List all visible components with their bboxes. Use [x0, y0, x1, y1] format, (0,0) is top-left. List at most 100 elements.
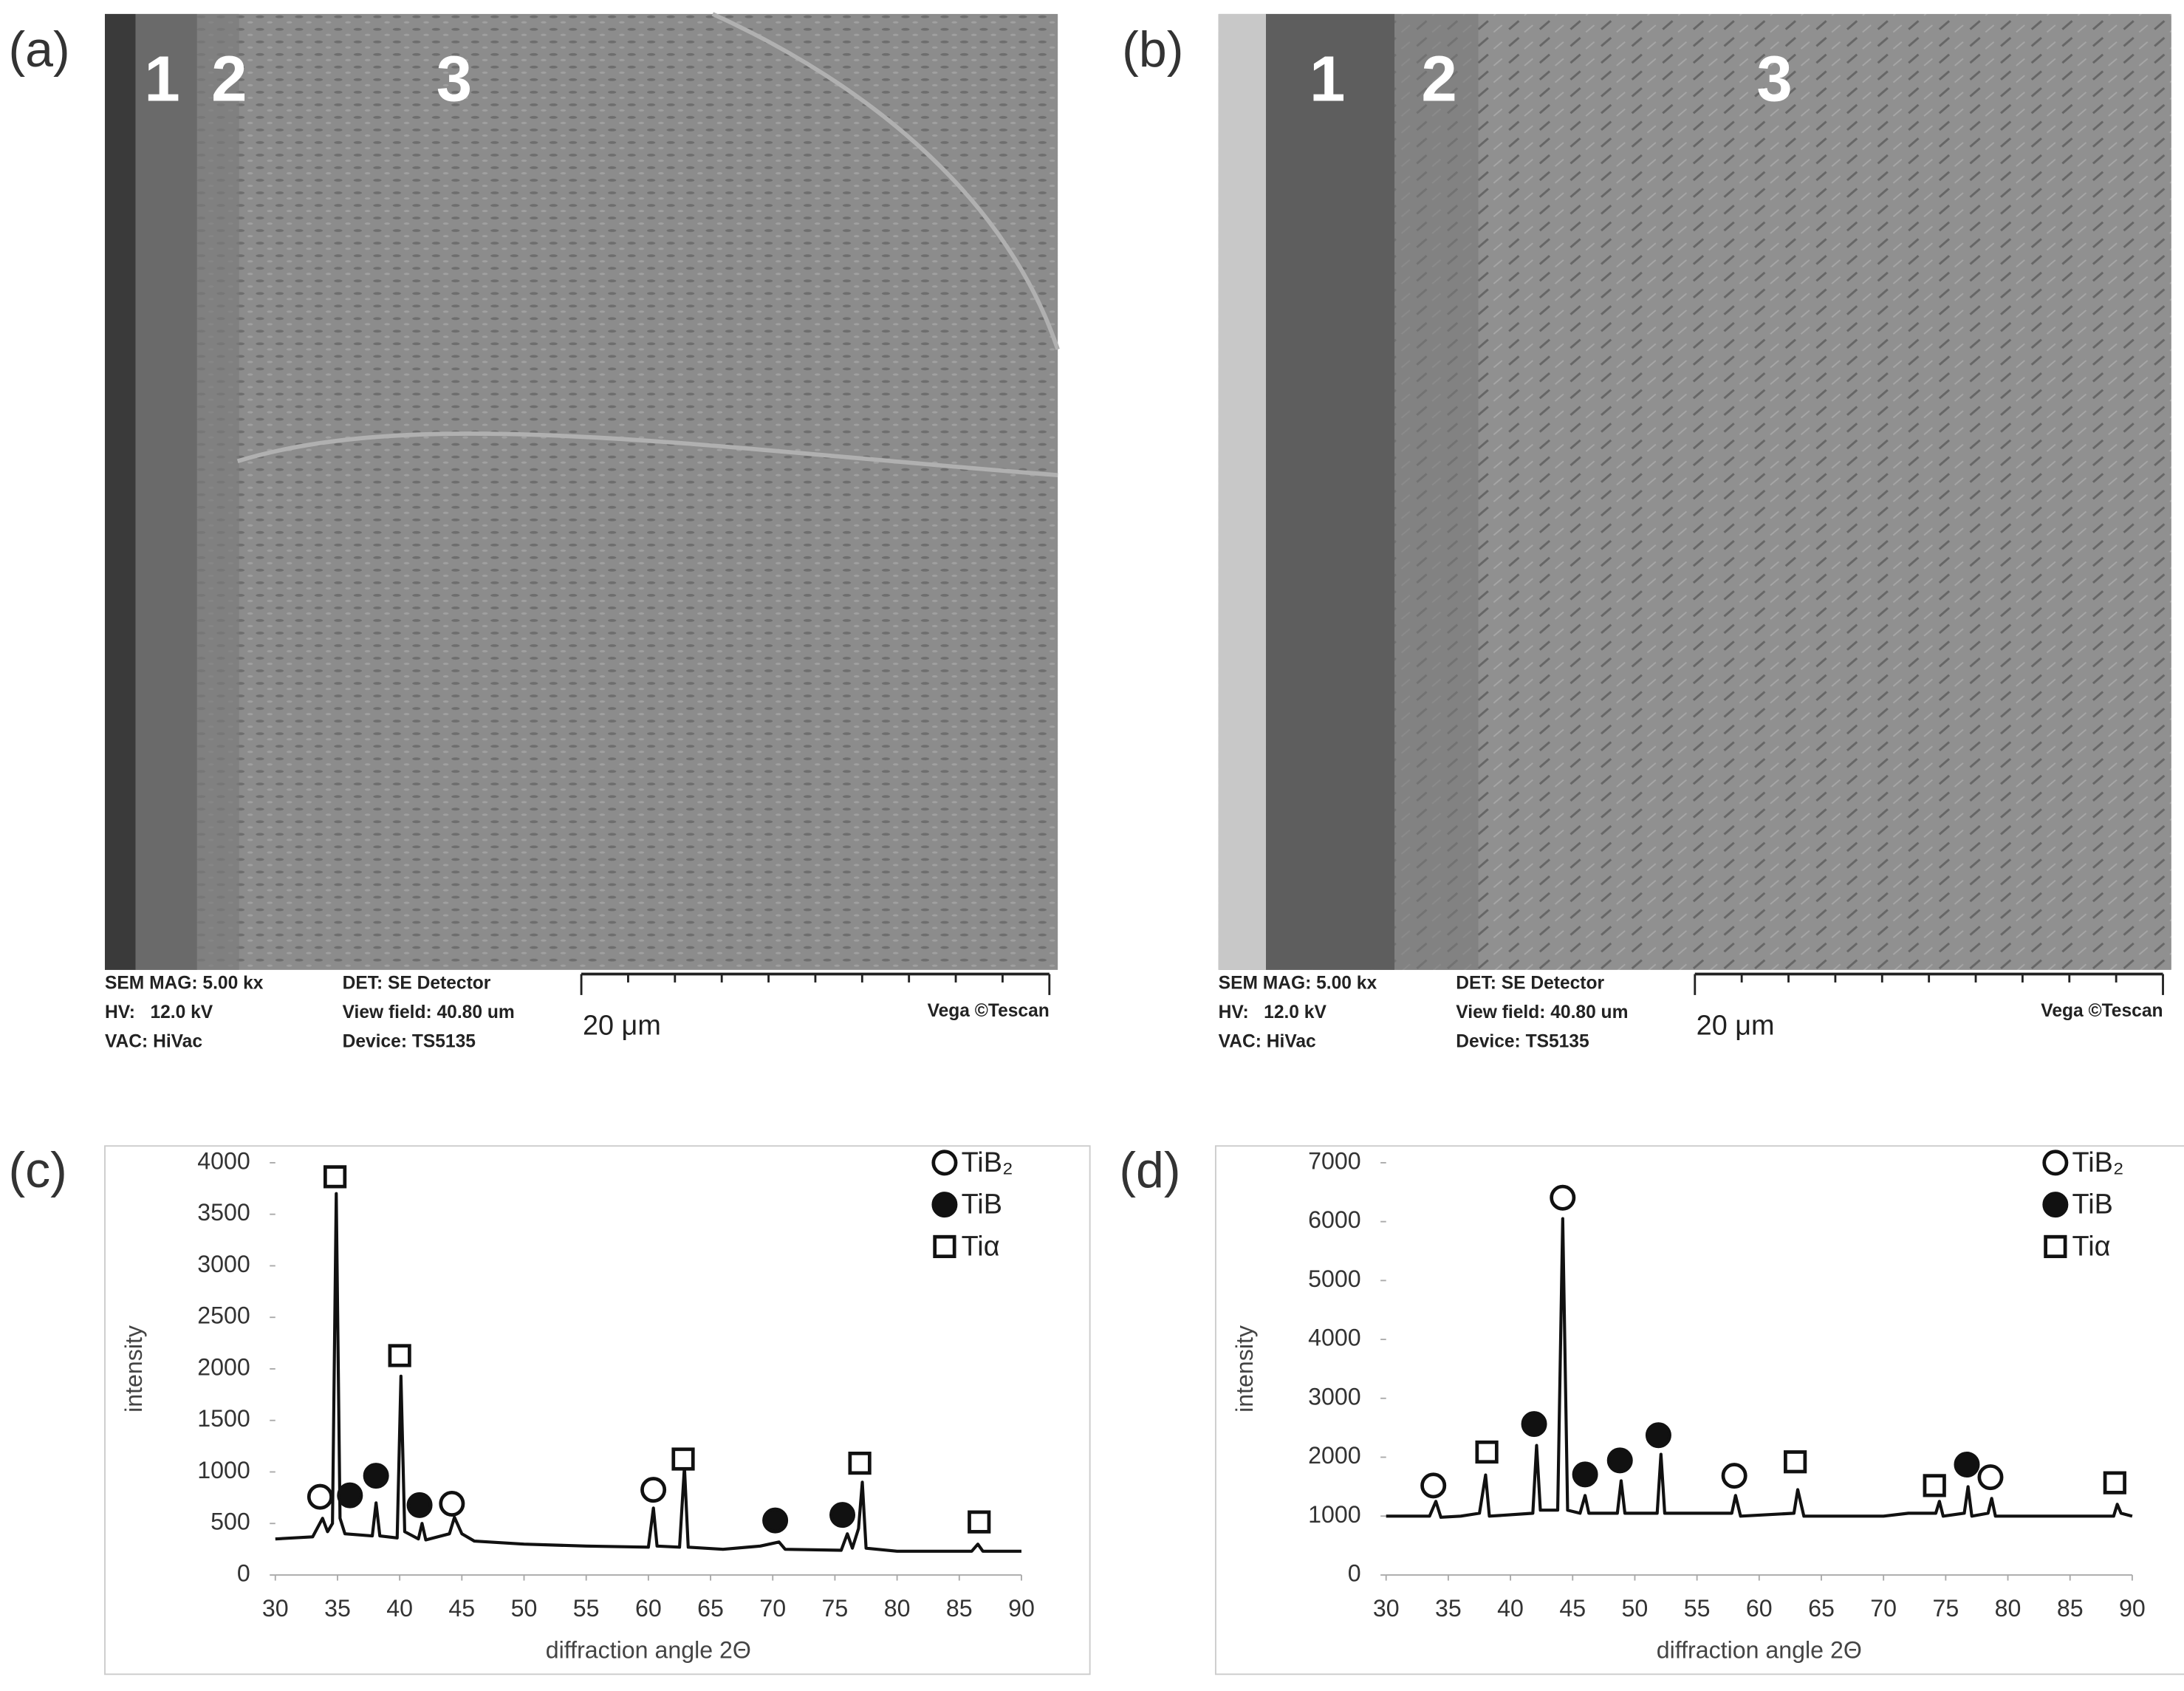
y-tick-label: 3000	[197, 1251, 250, 1277]
zone-2	[1394, 13, 1479, 970]
y-tick-label: 0	[1348, 1560, 1361, 1586]
brand: Vega ©Tescan	[2041, 1001, 2163, 1021]
y-tick-label: 1000	[1308, 1501, 1361, 1528]
sem-info: DET: SE Detector	[343, 973, 491, 993]
x-tick-label: 35	[1435, 1595, 1462, 1622]
legend-label: TiB₂	[2072, 1147, 2124, 1178]
x-tick-label: 70	[759, 1595, 786, 1622]
x-tick-label: 30	[262, 1595, 289, 1622]
marker-dot	[931, 1192, 958, 1218]
x-tick-label: 60	[1746, 1595, 1773, 1622]
y-tick-label: 7000	[1308, 1147, 1361, 1174]
y-tick-label: 2000	[1308, 1442, 1361, 1469]
y-tick-label: 1000	[197, 1457, 250, 1483]
x-tick-label: 55	[573, 1595, 600, 1622]
zone-label: 1	[1310, 43, 1345, 115]
sem-edge	[1218, 13, 1267, 970]
marker-square	[933, 1234, 956, 1259]
x-tick-label: 90	[2119, 1595, 2146, 1622]
y-tick-label: 2500	[197, 1302, 250, 1329]
x-tick-label: 75	[1932, 1595, 1959, 1622]
x-tick-label: 75	[822, 1595, 849, 1622]
sem-info: Device: TS5135	[1456, 1032, 1589, 1052]
legend-label: Tiα	[962, 1231, 1000, 1262]
sem-info: View field: 40.80 um	[343, 1002, 515, 1022]
grain-boundary	[236, 431, 1058, 478]
y-tick-label: 2000	[197, 1353, 250, 1380]
x-tick-label: 65	[1808, 1595, 1835, 1622]
sem-info: Device: TS5135	[343, 1032, 476, 1052]
marker-square	[388, 1344, 411, 1367]
x-axis-label: diffraction angle 2Θ	[1657, 1637, 1862, 1664]
x-tick-label: 35	[324, 1595, 351, 1622]
zone-1	[1266, 13, 1395, 970]
sem-info: SEM MAG: 5.00 kx	[1219, 973, 1377, 993]
x-tick-label: 55	[1684, 1595, 1711, 1622]
x-tick-label: 80	[1995, 1595, 2022, 1622]
panel-label: (a)	[8, 21, 69, 78]
x-tick-label: 50	[511, 1595, 538, 1622]
sem-info: DET: SE Detector	[1456, 973, 1604, 993]
marker-circle	[439, 1490, 465, 1517]
marker-square	[2044, 1234, 2067, 1259]
x-tick-label: 85	[2057, 1595, 2084, 1622]
legend-label: TiB	[2072, 1189, 2113, 1220]
zone-label: 3	[437, 43, 472, 115]
marker-dot	[1645, 1422, 1671, 1449]
sem-info: SEM MAG: 5.00 kx	[105, 973, 264, 993]
sem-info: HV: 12.0 kV	[1219, 1002, 1327, 1022]
chart-frame	[104, 1145, 1091, 1675]
marker-dot	[1521, 1411, 1547, 1438]
y-tick-label: 4000	[1308, 1325, 1361, 1351]
marker-dot	[2042, 1192, 2069, 1218]
sem-info: HV: 12.0 kV	[105, 1002, 213, 1022]
sem-info: VAC: HiVac	[1219, 1032, 1316, 1052]
marker-square	[1784, 1450, 1807, 1474]
sem-edge	[104, 13, 136, 970]
y-tick-label: 500	[210, 1509, 250, 1535]
marker-circle	[307, 1483, 333, 1510]
zone-label: 3	[1756, 43, 1792, 115]
zone-2	[196, 13, 239, 970]
sem-info: View field: 40.80 um	[1456, 1002, 1628, 1022]
marker-circle	[1420, 1472, 1447, 1499]
y-tick-label: 0	[237, 1560, 250, 1586]
x-tick-label: 40	[386, 1595, 413, 1622]
marker-dot	[406, 1492, 433, 1518]
marker-square	[323, 1165, 347, 1189]
x-tick-label: 70	[1870, 1595, 1897, 1622]
x-tick-label: 45	[448, 1595, 475, 1622]
x-tick-label: 30	[1373, 1595, 1400, 1622]
x-tick-label: 40	[1497, 1595, 1524, 1622]
zone-label: 2	[1421, 43, 1456, 115]
spectrum	[275, 1192, 1021, 1553]
marker-circle	[1721, 1463, 1747, 1489]
scale-label: 20 μm	[583, 1010, 661, 1041]
y-tick-label: 6000	[1308, 1206, 1361, 1233]
x-tick-label: 45	[1559, 1595, 1586, 1622]
sem-info: VAC: HiVac	[105, 1032, 202, 1052]
legend-label: Tiα	[2072, 1231, 2111, 1262]
legend-label: TiB	[962, 1189, 1002, 1220]
y-tick-label: 3500	[197, 1199, 250, 1226]
grain-boundary	[711, 12, 1060, 350]
y-tick-label: 3000	[1308, 1383, 1361, 1410]
chart-frame	[1214, 1145, 2184, 1675]
panel-label: (d)	[1119, 1142, 1180, 1198]
scale-label: 20 μm	[1697, 1010, 1775, 1041]
marker-circle	[1550, 1184, 1576, 1211]
marker-circle	[640, 1477, 667, 1503]
marker-dot	[829, 1502, 856, 1528]
y-axis-label: intensity	[120, 1325, 147, 1412]
y-axis-label: intensity	[1231, 1325, 1258, 1412]
x-tick-label: 85	[946, 1595, 973, 1622]
x-tick-label: 90	[1008, 1595, 1035, 1622]
marker-circle	[2042, 1149, 2069, 1176]
marker-square	[848, 1452, 872, 1475]
marker-square	[1923, 1474, 1946, 1497]
marker-square	[968, 1510, 991, 1534]
zone-label: 2	[211, 43, 247, 115]
marker-dot	[363, 1463, 389, 1489]
marker-circle	[1977, 1464, 2004, 1491]
